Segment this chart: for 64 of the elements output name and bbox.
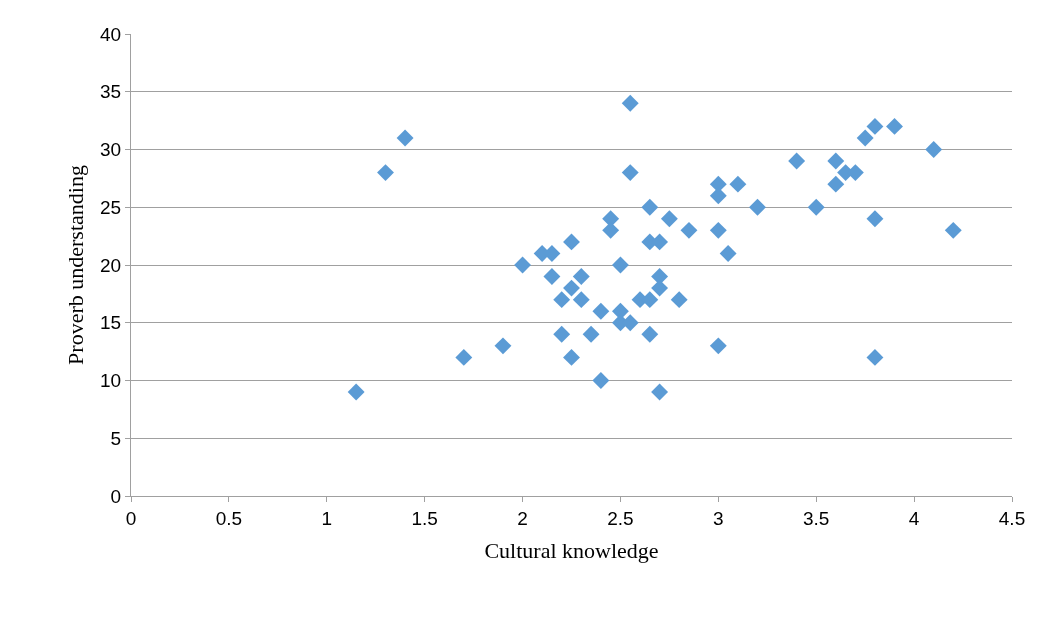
y-tick-label: 5 [110,427,122,449]
point [621,94,639,112]
point [563,348,580,366]
point [563,233,580,251]
point [925,141,943,158]
point [709,221,727,239]
y-tick-label: 30 [100,139,122,161]
point [396,129,414,147]
point [866,117,884,135]
point [494,337,512,355]
point [788,152,806,170]
point [660,210,678,228]
point [621,164,639,182]
point [543,268,561,285]
point [749,198,766,216]
point [455,348,473,366]
point [807,198,825,216]
y-tick-label: 35 [100,81,122,103]
y-tick-label: 0 [110,485,122,507]
point [553,291,571,309]
x-axis-title: Cultural knowledge [484,537,659,563]
point [572,291,590,309]
point [514,256,532,274]
y-tick-label: 25 [100,196,122,218]
y-tick-label: 10 [100,370,122,392]
point [377,164,394,182]
y-tick-label: 40 [100,23,122,45]
point [563,279,580,297]
x-tick-label: 2.5 [607,507,634,529]
point [856,129,874,147]
point [729,175,747,193]
point [582,325,600,343]
point [641,198,659,216]
point [680,221,698,239]
x-tick-label: 3 [713,507,724,529]
point [611,256,629,274]
point [592,372,610,389]
point [670,291,688,309]
x-tick-label: 1.5 [411,507,438,529]
x-tick-label: 2 [517,507,528,529]
point [553,325,571,343]
point [572,268,590,285]
y-tick-label: 15 [100,312,122,334]
point [651,268,669,285]
point [641,325,659,343]
x-tick-label: 0.5 [215,507,243,529]
point [866,210,884,228]
point [651,383,669,401]
y-tick-label: 20 [100,254,122,276]
y-axis-title: Proverb understanding [62,165,88,365]
point [592,302,610,320]
point [347,383,365,401]
x-tick-label: 1 [321,507,333,529]
point [709,337,727,355]
point [719,245,737,262]
x-tick-label: 4 [908,507,920,529]
point [944,221,962,239]
x-tick-label: 0 [125,507,137,529]
point [827,175,845,193]
point [866,348,884,366]
point [886,117,903,135]
x-tick-label: 3.5 [803,507,830,529]
point [827,152,845,170]
x-tick-label: 4.5 [998,507,1026,529]
